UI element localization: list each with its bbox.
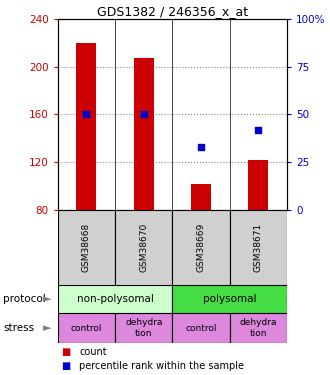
Text: GSM38668: GSM38668: [82, 223, 91, 272]
Text: ►: ►: [43, 294, 51, 304]
Text: GSM38670: GSM38670: [139, 223, 148, 272]
Bar: [230, 210, 287, 285]
Bar: [58, 210, 115, 285]
Text: ►: ►: [43, 323, 51, 333]
Text: non-polysomal: non-polysomal: [77, 294, 153, 304]
Text: GSM38669: GSM38669: [197, 223, 206, 272]
Text: ■: ■: [61, 347, 70, 357]
Point: [141, 111, 147, 117]
Title: GDS1382 / 246356_x_at: GDS1382 / 246356_x_at: [97, 4, 248, 18]
Text: percentile rank within the sample: percentile rank within the sample: [79, 361, 244, 371]
Bar: [134, 58, 154, 210]
Text: dehydra
tion: dehydra tion: [125, 318, 162, 338]
Text: count: count: [79, 347, 107, 357]
Text: dehydra
tion: dehydra tion: [240, 318, 277, 338]
Bar: [230, 313, 287, 343]
Text: stress: stress: [3, 323, 34, 333]
Bar: [115, 210, 173, 285]
Bar: [58, 313, 115, 343]
Bar: [173, 210, 230, 285]
Bar: [173, 285, 287, 313]
Bar: [58, 285, 173, 313]
Bar: [173, 313, 230, 343]
Text: polysomal: polysomal: [203, 294, 256, 304]
Text: control: control: [71, 324, 102, 333]
Bar: [191, 184, 211, 210]
Point: [84, 111, 89, 117]
Text: ■: ■: [61, 361, 70, 371]
Text: GSM38671: GSM38671: [254, 223, 263, 272]
Text: control: control: [185, 324, 217, 333]
Bar: [76, 43, 96, 210]
Point: [198, 144, 204, 150]
Text: protocol: protocol: [3, 294, 46, 304]
Bar: [115, 313, 173, 343]
Point: [256, 127, 261, 133]
Bar: [248, 160, 269, 210]
